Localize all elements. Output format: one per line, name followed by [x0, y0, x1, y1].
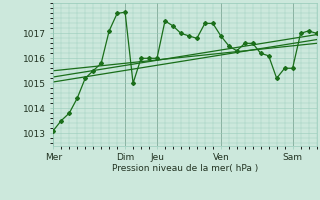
X-axis label: Pression niveau de la mer( hPa ): Pression niveau de la mer( hPa ) — [112, 164, 258, 173]
